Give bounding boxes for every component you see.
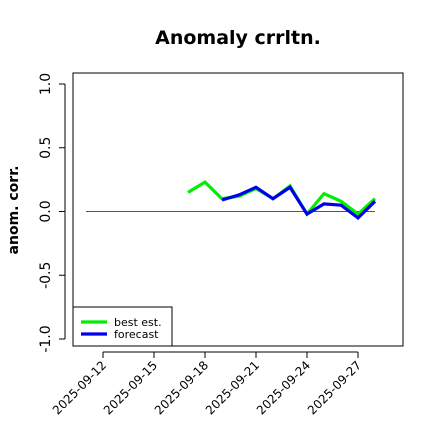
legend-box xyxy=(72,306,173,347)
y-tick-label: 0.5 xyxy=(38,137,54,159)
y-axis: -1.0 -0.5 0.0 0.5 1.0 xyxy=(38,73,66,353)
x-axis: 2025-09-122025-09-152025-09-182025-09-21… xyxy=(50,351,364,417)
y-tick-label: 1.0 xyxy=(38,73,54,95)
legend-label: forecast xyxy=(114,328,159,341)
legend-label: best est. xyxy=(114,316,162,329)
legend: best est.forecast xyxy=(72,306,173,347)
x-tick-label: 2025-09-15 xyxy=(101,358,160,417)
y-axis-label: anom. corr. xyxy=(6,166,22,255)
y-tick-label: 0.0 xyxy=(38,200,54,222)
series-layer xyxy=(86,180,377,220)
plot-frame xyxy=(72,72,404,347)
y-tick-label: -0.5 xyxy=(38,262,54,289)
x-tick-label: 2025-09-12 xyxy=(50,358,109,417)
y-tick-label: -1.0 xyxy=(38,325,54,352)
chart-title: Anomaly crrltn. xyxy=(155,27,321,49)
x-tick-label: 2025-09-21 xyxy=(203,358,262,417)
x-tick-label: 2025-09-24 xyxy=(254,358,313,417)
series-line xyxy=(221,185,377,220)
x-tick-label: 2025-09-18 xyxy=(152,358,211,417)
x-tick-label: 2025-09-27 xyxy=(305,358,364,417)
